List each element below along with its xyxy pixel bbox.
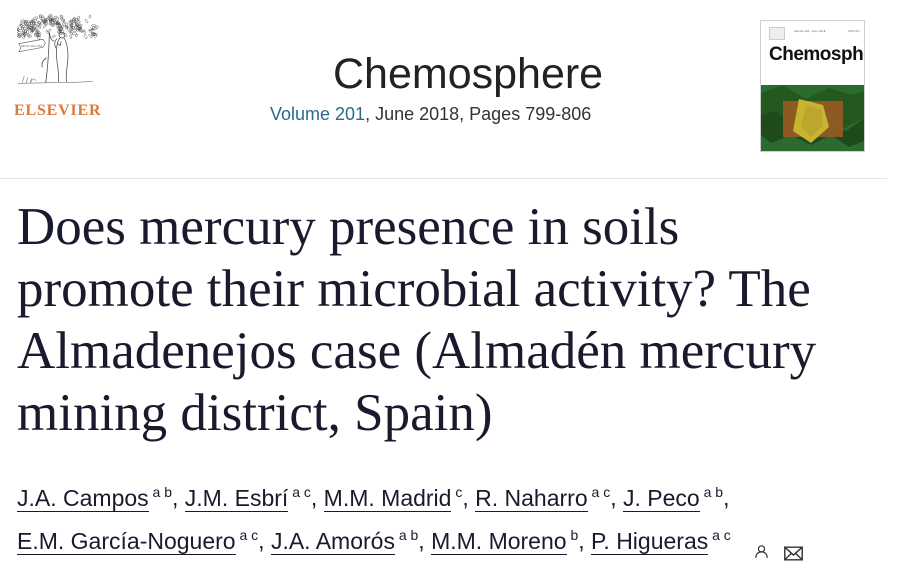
svg-text:MON SOLUM: MON SOLUM <box>22 44 43 48</box>
